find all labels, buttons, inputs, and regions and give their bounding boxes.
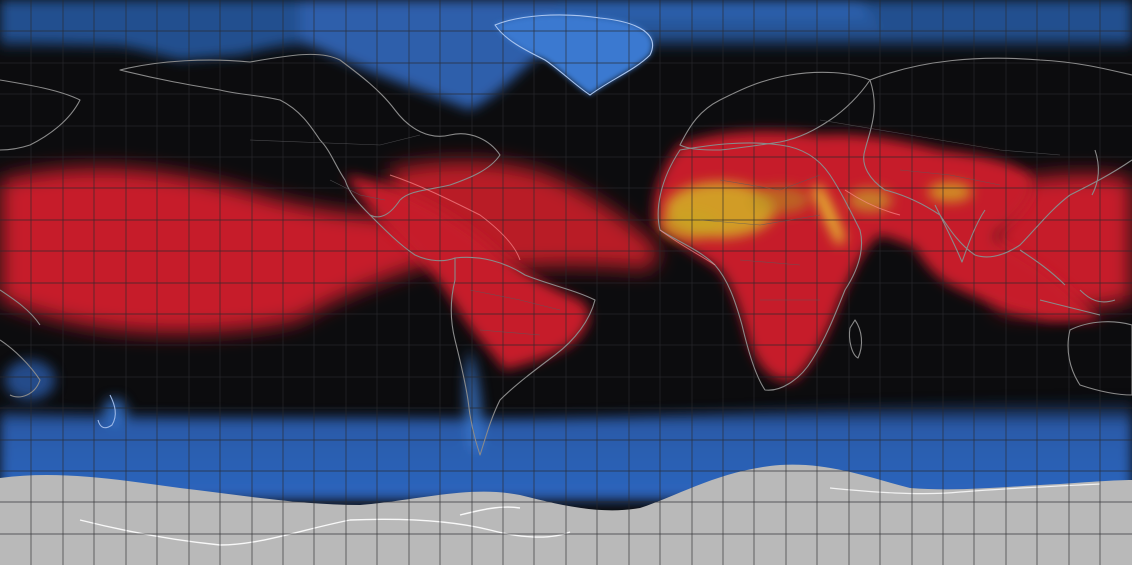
americas-warm-region xyxy=(345,175,589,370)
country-borders xyxy=(249,119,1061,336)
coastline-australia xyxy=(1067,321,1132,396)
coastlines xyxy=(0,14,1132,456)
coastline-europe xyxy=(679,71,871,151)
red-sea-extreme xyxy=(812,185,845,245)
extreme-hot-spots xyxy=(660,182,972,245)
coastline-south-america xyxy=(450,256,596,456)
india-extreme xyxy=(928,182,972,202)
arabia-extreme xyxy=(848,188,892,212)
greenland-cold-region xyxy=(495,14,653,95)
coastline-north-america xyxy=(119,53,501,218)
coastline-africa xyxy=(657,142,863,391)
coastline-asia xyxy=(863,57,1132,258)
warm-coast-highlights xyxy=(389,174,901,266)
coastline-greenland xyxy=(494,14,654,96)
